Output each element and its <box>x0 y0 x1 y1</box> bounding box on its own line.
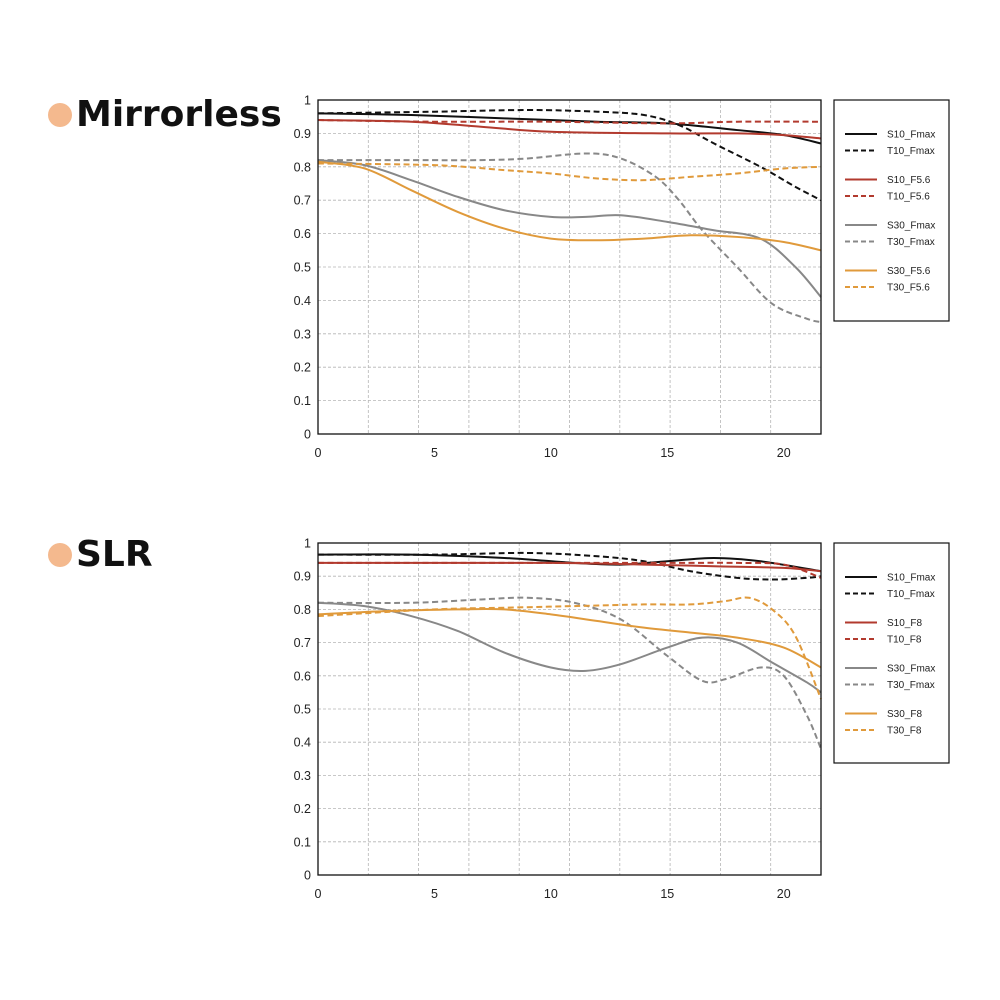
chart-slr: 00.10.20.30.40.50.60.70.80.910 5 10 15 20S10… <box>294 537 950 901</box>
plot-frame <box>317 99 822 435</box>
y-tick-label: 0.3 <box>294 327 311 341</box>
series-line-T30_Fmax <box>317 596 822 750</box>
series-line-T10_Fmax <box>317 109 822 202</box>
chart-mirrorless: 00.10.20.30.40.50.60.70.80.910 5 10 15 20S10… <box>294 94 950 460</box>
grid <box>318 100 821 434</box>
section-title-text: Mirrorless <box>76 94 282 135</box>
grid <box>318 543 821 875</box>
series-line-T30_F5.6 <box>317 162 822 182</box>
y-tick-label: 0.9 <box>294 570 311 584</box>
series-group <box>317 551 822 750</box>
legend-label-S10_Fmax: S10_Fmax <box>887 573 935 584</box>
legend-label-T30_F5.6: T30_F5.6 <box>887 283 930 294</box>
legend-label-T10_F5.6: T10_F5.6 <box>887 192 930 203</box>
y-tick-label: 0.6 <box>294 227 311 241</box>
legend-label-S10_Fmax: S10_Fmax <box>887 130 935 141</box>
series-line-T10_Fmax <box>317 551 822 581</box>
y-tick-label: 0.4 <box>294 294 311 308</box>
legend-label-T30_Fmax: T30_Fmax <box>887 680 935 691</box>
series-line-S10_F5.6 <box>317 119 822 140</box>
legend-label-S10_F5.6: S10_F5.6 <box>887 175 931 186</box>
y-tick-label: 0.1 <box>294 394 311 408</box>
legend-box <box>833 99 950 322</box>
series-line-T10_F5.6 <box>317 119 822 125</box>
section-title-mirrorless: Mirrorless <box>48 94 282 135</box>
x-tick-label: 20 <box>777 446 791 460</box>
x-tick-label: 0 <box>315 887 322 901</box>
y-tick-label: 0.6 <box>294 669 311 683</box>
y-tick-label: 0 <box>304 869 311 883</box>
legend: S10_Fmax T10_Fmax S10_F8 T10_F8 S30_Fmax T30_… <box>833 542 950 764</box>
legend-box <box>833 542 950 764</box>
x-tick-label: 0 <box>315 446 322 460</box>
y-tick-label: 0.5 <box>294 261 311 275</box>
series-line-S30_F5.6 <box>317 160 822 252</box>
y-tick-label: 1 <box>304 94 311 108</box>
y-tick-label: 0.7 <box>294 636 311 650</box>
bullet-dot-icon <box>48 102 72 127</box>
y-tick-label: 0.3 <box>294 769 311 783</box>
legend-label-T30_Fmax: T30_Fmax <box>887 237 935 248</box>
legend-label-S30_Fmax: S30_Fmax <box>887 221 935 232</box>
y-tick-label: 0.1 <box>294 835 311 849</box>
legend-label-T10_Fmax: T10_Fmax <box>887 589 935 600</box>
legend-label-T10_Fmax: T10_Fmax <box>887 146 935 157</box>
section-title-text: SLR <box>76 534 153 575</box>
x-tick-label: 15 <box>660 446 674 460</box>
x-tick-label: 15 <box>660 887 674 901</box>
bullet-dot-icon <box>48 542 72 567</box>
series-line-T30_Fmax <box>317 152 822 324</box>
legend-label-S10_F8: S10_F8 <box>887 618 922 629</box>
legend-label-T10_F8: T10_F8 <box>887 635 922 646</box>
y-tick-label: 0.8 <box>294 160 311 174</box>
x-tick-label: 5 <box>431 446 438 460</box>
y-tick-label: 0 <box>304 428 311 442</box>
legend-label-S30_F8: S30_F8 <box>887 709 922 720</box>
x-tick-label: 10 <box>544 887 558 901</box>
plot-frame <box>317 542 822 876</box>
legend-label-S30_F5.6: S30_F5.6 <box>887 266 931 277</box>
x-tick-label: 20 <box>777 887 791 901</box>
section-title-slr: SLR <box>48 534 153 575</box>
x-tick-label: 5 <box>431 887 438 901</box>
y-tick-label: 0.8 <box>294 603 311 617</box>
y-tick-label: 0.5 <box>294 703 311 717</box>
y-tick-label: 0.2 <box>294 361 311 375</box>
y-tick-label: 1 <box>304 537 311 551</box>
legend-label-T30_F8: T30_F8 <box>887 726 922 737</box>
y-tick-label: 0.7 <box>294 194 311 208</box>
series-line-T30_F8 <box>317 596 822 700</box>
y-tick-label: 0.4 <box>294 736 311 750</box>
y-tick-label: 0.2 <box>294 802 311 816</box>
x-tick-label: 10 <box>544 446 558 460</box>
y-tick-label: 0.9 <box>294 127 311 141</box>
series-group <box>317 109 822 324</box>
series-line-S30_Fmax <box>317 601 822 694</box>
series-line-S10_F8 <box>317 561 822 573</box>
legend: S10_Fmax T10_Fmax S10_F5.6 T10_F5.6 S30_Fmax… <box>833 99 950 322</box>
legend-label-S30_Fmax: S30_Fmax <box>887 664 935 675</box>
